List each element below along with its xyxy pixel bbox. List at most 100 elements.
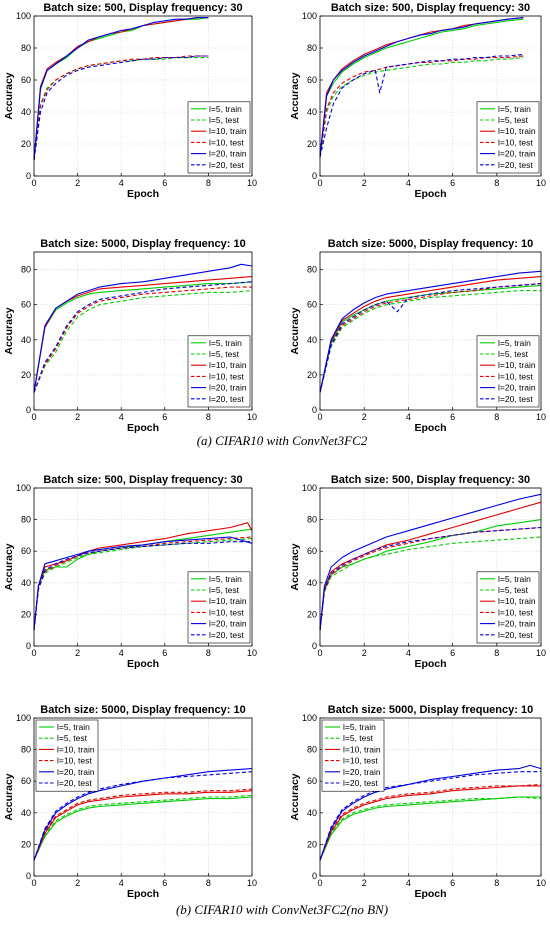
legend-label: l=10, train (209, 360, 247, 370)
series-line-l-5-test (33, 290, 253, 393)
chart-title: Batch size: 5000, Display frequency: 10 (40, 704, 245, 716)
y-tick-label: 0 (26, 405, 31, 415)
legend-label: l=5, train (498, 104, 531, 114)
y-axis-label: Accuracy (289, 543, 301, 590)
x-tick-label: 10 (247, 648, 257, 658)
axes-frame (319, 15, 542, 177)
x-axis-label: Epoch (127, 422, 159, 434)
legend-label: l=20, train (57, 767, 95, 777)
legend-label: l=20, test (498, 160, 533, 170)
y-tick-label: 60 (21, 300, 31, 310)
x-tick-label: 4 (406, 878, 411, 888)
series-line-l-20-test (33, 55, 209, 161)
legend-label: l=10, train (343, 744, 381, 754)
axes-frame (33, 15, 253, 177)
legend-label: l=20, test (209, 160, 244, 170)
y-tick-label: 40 (21, 107, 31, 117)
y-tick-label: 40 (21, 335, 31, 345)
legend-box (187, 571, 251, 644)
y-tick-label: 40 (307, 335, 317, 345)
y-tick-label: 100 (16, 713, 31, 723)
x-tick-label: 0 (317, 648, 322, 658)
legend-label: l=5, train (209, 574, 242, 584)
chart-title: Batch size: 5000, Display frequency: 10 (328, 238, 533, 250)
legend-label: l=5, test (498, 585, 529, 595)
y-tick-label: 0 (312, 871, 317, 881)
y-tick-label: 80 (307, 745, 317, 755)
series-line-l-5-test (319, 57, 524, 157)
y-tick-label: 20 (21, 370, 31, 380)
series-line-l-10-test (319, 55, 524, 157)
y-tick-label: 80 (21, 43, 31, 53)
legend-label: l=20, train (498, 383, 536, 393)
x-tick-label: 8 (206, 178, 211, 188)
series-line-l-5-test (33, 794, 253, 861)
legend-label: l=20, test (209, 394, 244, 404)
x-tick-label: 8 (494, 878, 499, 888)
x-tick-label: 8 (206, 412, 211, 422)
y-tick-label: 20 (21, 609, 31, 619)
series-line-l-5-test (33, 538, 253, 631)
x-tick-label: 2 (75, 878, 80, 888)
legend-label: l=5, train (57, 722, 90, 732)
y-tick-label: 100 (302, 713, 317, 723)
y-tick-label: 20 (307, 839, 317, 849)
legend-label: l=5, test (498, 115, 529, 125)
y-tick-label: 80 (307, 265, 317, 275)
legend-label: l=10, train (498, 360, 536, 370)
legend-label: l=20, train (209, 149, 247, 159)
series-line-l-20-train (319, 270, 542, 393)
y-tick-label: 40 (21, 578, 31, 588)
series-line-l-5-train (319, 18, 524, 157)
x-tick-label: 10 (536, 648, 546, 658)
y-tick-label: 20 (307, 609, 317, 619)
caption-b: (b) CIFAR10 with ConvNet3FC2(no BN) (176, 902, 388, 917)
y-tick-label: 80 (21, 515, 31, 525)
x-tick-label: 4 (406, 412, 411, 422)
y-tick-label: 100 (302, 483, 317, 493)
y-tick-label: 60 (21, 776, 31, 786)
y-tick-label: 40 (307, 808, 317, 818)
x-axis-label: Epoch (127, 888, 159, 900)
legend-label: l=5, train (498, 338, 531, 348)
series-line-l-5-test (319, 796, 542, 861)
legend-label: l=10, train (498, 596, 536, 606)
y-tick-label: 80 (307, 515, 317, 525)
y-tick-label: 0 (312, 641, 317, 651)
series-line-l-5-train (319, 796, 541, 861)
x-tick-label: 8 (206, 878, 211, 888)
series-line-l-5-train (319, 284, 542, 393)
legend-label: l=20, train (498, 149, 536, 159)
legend-label: l=10, test (498, 607, 533, 617)
legend-label: l=5, test (209, 349, 240, 359)
x-tick-label: 4 (119, 178, 124, 188)
x-tick-label: 2 (362, 412, 367, 422)
chart-4: 0 2 4 6 8 10 0 20 40 60 80 Batch size: 5000, Displa… (289, 238, 546, 434)
y-tick-label: 60 (307, 546, 317, 556)
series-line-l-20-test (319, 526, 542, 631)
series-line-l-5-test (319, 536, 542, 631)
y-tick-label: 60 (21, 546, 31, 556)
x-tick-label: 10 (247, 178, 257, 188)
y-axis-label: Accuracy (289, 307, 301, 354)
legend-label: l=10, test (209, 371, 244, 381)
x-tick-label: 8 (494, 412, 499, 422)
legend-label: l=20, train (209, 383, 247, 393)
y-tick-label: 20 (21, 139, 31, 149)
legend-box (187, 335, 251, 408)
axes-frame (33, 487, 253, 647)
series-line-l-10-train (33, 790, 253, 861)
y-tick-label: 60 (21, 75, 31, 85)
y-tick-label: 0 (26, 641, 31, 651)
series-line-l-20-test (33, 771, 253, 861)
legend-label: l=5, test (57, 733, 88, 743)
x-axis-label: Epoch (127, 188, 159, 200)
x-tick-label: 4 (119, 412, 124, 422)
legend-label: l=20, test (343, 778, 378, 788)
x-tick-label: 6 (162, 412, 167, 422)
